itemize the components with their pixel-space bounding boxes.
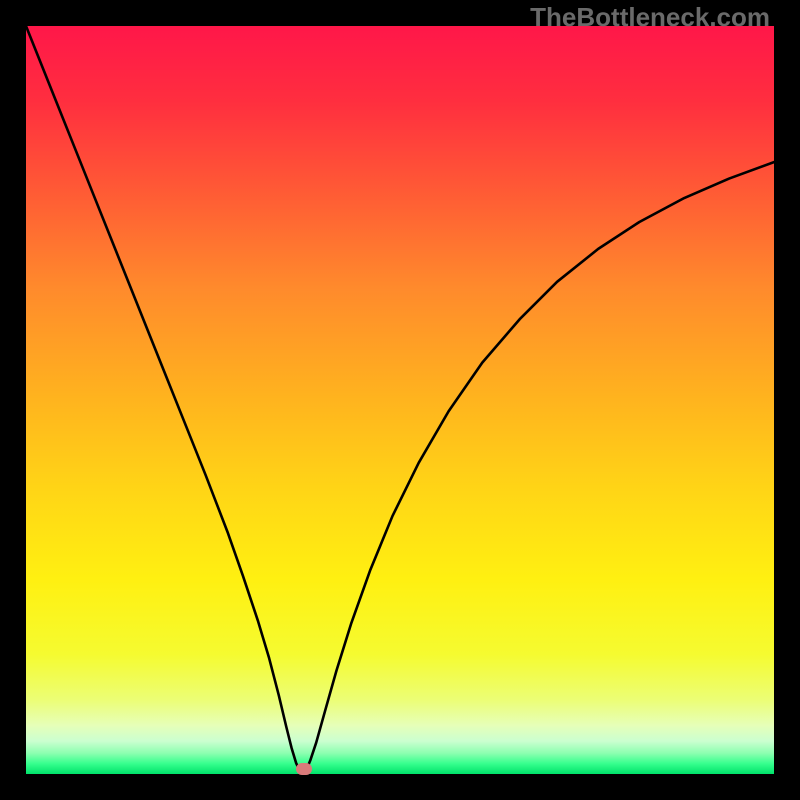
watermark-text: TheBottleneck.com <box>530 2 770 33</box>
optimum-marker <box>296 763 312 775</box>
plot-area <box>26 26 774 774</box>
chart-frame: TheBottleneck.com <box>0 0 800 800</box>
bottleneck-curve <box>26 26 774 774</box>
